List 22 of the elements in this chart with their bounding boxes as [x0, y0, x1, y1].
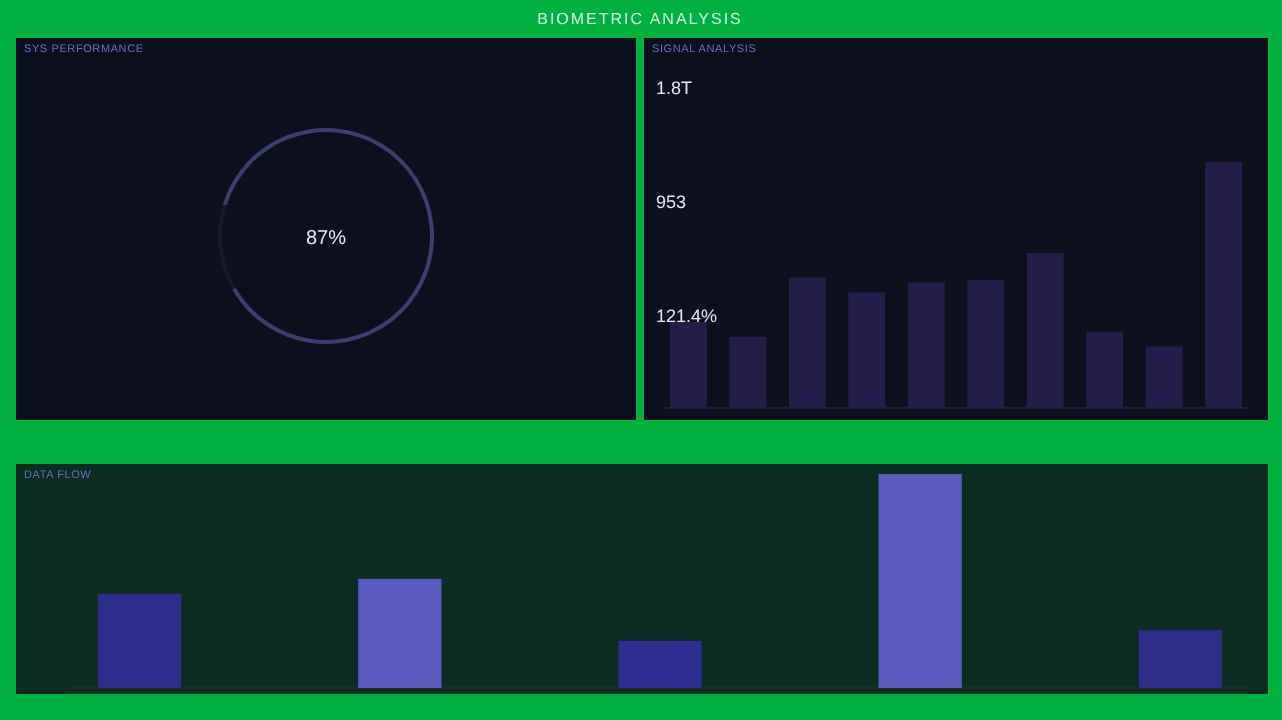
- bar: [358, 578, 442, 688]
- bar: [98, 593, 182, 688]
- donut-slice: [222, 128, 434, 344]
- text: 1.8T: [656, 78, 694, 98]
- bar: [848, 292, 886, 408]
- text: BIOMETRIC ANALYSIS: [537, 10, 743, 28]
- bar: [1086, 331, 1124, 408]
- bar: [788, 277, 826, 408]
- bar: [669, 321, 707, 408]
- bar: [1138, 630, 1222, 688]
- donut-slice: [218, 204, 236, 290]
- bar: [967, 280, 1005, 408]
- bar: [1145, 346, 1183, 408]
- bar: [1026, 253, 1064, 408]
- bar: [729, 336, 767, 408]
- bar: [618, 640, 702, 688]
- data-label: 87%: [305, 228, 347, 250]
- bar: [907, 282, 945, 408]
- annotation: 953: [656, 192, 687, 212]
- bar: [878, 474, 962, 688]
- bar: [1205, 162, 1243, 408]
- annotation: 121.4%: [656, 306, 718, 326]
